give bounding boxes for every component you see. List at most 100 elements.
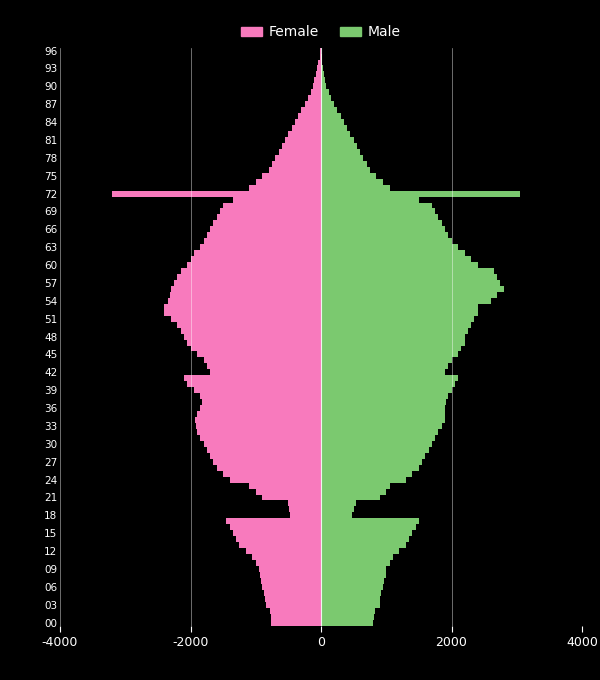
Bar — [210, 453, 321, 459]
Bar — [321, 537, 409, 542]
Bar — [321, 441, 432, 447]
Bar — [321, 542, 406, 548]
Bar — [191, 256, 321, 262]
Bar — [230, 477, 321, 483]
Bar — [321, 464, 419, 471]
Bar — [321, 107, 337, 113]
Bar — [321, 524, 416, 530]
Bar — [321, 352, 458, 358]
Bar — [321, 518, 419, 524]
Bar — [321, 507, 353, 513]
Bar — [317, 65, 321, 71]
Bar — [207, 363, 321, 369]
Bar — [195, 417, 321, 423]
Bar — [272, 160, 321, 167]
Bar — [321, 358, 452, 363]
Bar — [207, 233, 321, 238]
Bar — [259, 566, 321, 572]
Bar — [321, 566, 386, 572]
Bar — [262, 494, 321, 500]
Bar — [321, 238, 452, 244]
Bar — [187, 381, 321, 387]
Bar — [253, 554, 321, 560]
Bar — [321, 226, 445, 233]
Bar — [196, 423, 321, 429]
Bar — [289, 507, 321, 513]
Bar — [321, 339, 464, 345]
Bar — [321, 203, 432, 209]
Bar — [321, 95, 331, 101]
Bar — [321, 167, 370, 173]
Bar — [210, 226, 321, 233]
Bar — [321, 548, 400, 554]
Bar — [264, 590, 321, 596]
Bar — [321, 613, 374, 619]
Bar — [321, 363, 448, 369]
Bar — [233, 530, 321, 537]
Bar — [321, 185, 389, 190]
Bar — [321, 560, 389, 566]
Bar — [321, 381, 455, 387]
Bar — [321, 71, 323, 78]
Bar — [181, 268, 321, 274]
Bar — [223, 203, 321, 209]
Bar — [321, 494, 380, 500]
Bar — [320, 54, 321, 60]
Bar — [197, 429, 321, 435]
Bar — [200, 393, 321, 399]
Bar — [321, 334, 464, 339]
Bar — [321, 304, 478, 310]
Bar — [256, 560, 321, 566]
Bar — [321, 405, 445, 411]
Bar — [321, 423, 442, 429]
Bar — [321, 477, 406, 483]
Bar — [285, 137, 321, 143]
Bar — [321, 316, 475, 322]
Bar — [321, 84, 326, 89]
Bar — [197, 411, 321, 417]
Bar — [321, 89, 329, 95]
Bar — [321, 417, 445, 423]
Bar — [321, 214, 439, 220]
Bar — [321, 250, 464, 256]
Bar — [260, 572, 321, 578]
Bar — [321, 65, 323, 71]
Bar — [246, 548, 321, 554]
Bar — [321, 608, 374, 613]
Bar — [233, 197, 321, 203]
Bar — [321, 155, 364, 160]
Bar — [321, 619, 373, 626]
Bar — [321, 220, 442, 226]
Bar — [321, 280, 500, 286]
Bar — [321, 274, 497, 280]
Bar — [321, 78, 325, 84]
Bar — [321, 387, 452, 393]
Bar — [278, 149, 321, 155]
Bar — [292, 125, 321, 131]
Bar — [321, 262, 478, 268]
Bar — [170, 292, 321, 298]
Bar — [321, 244, 458, 250]
Bar — [321, 530, 412, 537]
Bar — [321, 197, 419, 203]
Bar — [321, 256, 471, 262]
Bar — [314, 78, 321, 84]
Bar — [321, 286, 504, 292]
Bar — [214, 459, 321, 464]
Bar — [203, 441, 321, 447]
Bar — [220, 209, 321, 214]
Bar — [321, 369, 445, 375]
Bar — [167, 298, 321, 304]
Bar — [256, 488, 321, 494]
Bar — [275, 155, 321, 160]
Bar — [290, 513, 321, 518]
Bar — [321, 101, 334, 107]
Bar — [262, 584, 321, 590]
Bar — [320, 48, 321, 54]
Bar — [321, 572, 386, 578]
Bar — [305, 101, 321, 107]
Bar — [289, 131, 321, 137]
Bar — [321, 292, 497, 298]
Bar — [321, 125, 347, 131]
Bar — [321, 268, 494, 274]
